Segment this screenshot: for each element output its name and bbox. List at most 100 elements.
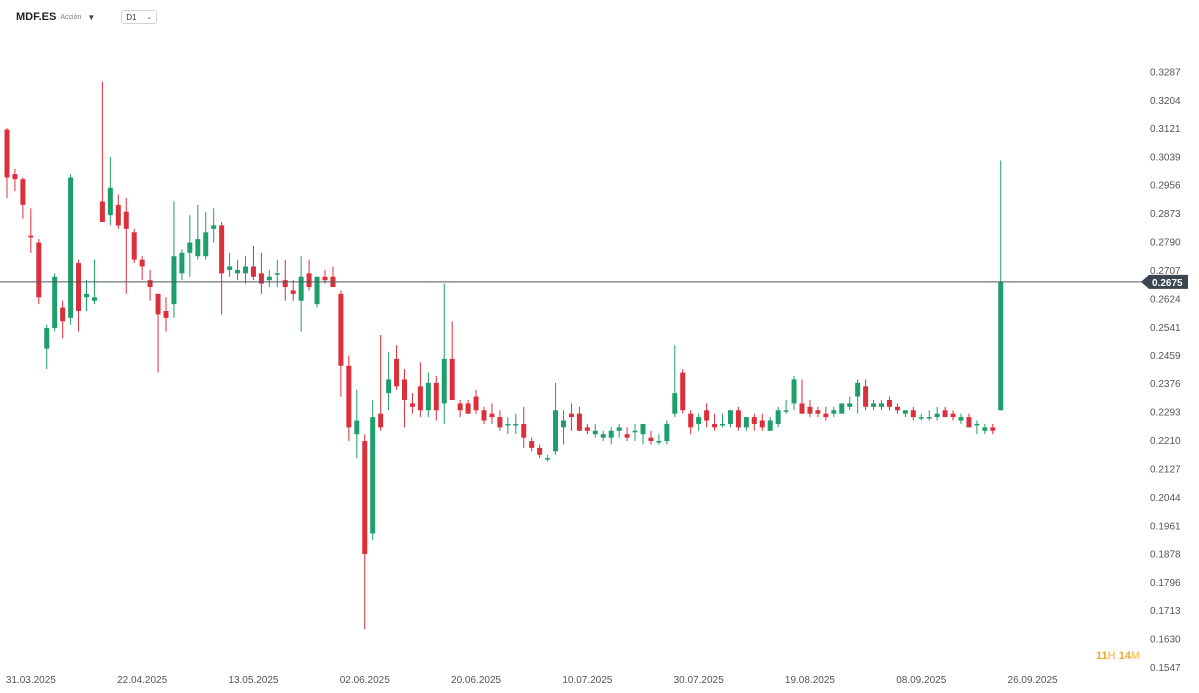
candle[interactable] [282,259,288,301]
candle[interactable] [76,259,82,332]
candle[interactable] [561,410,566,445]
candle[interactable] [123,198,129,294]
candle[interactable] [187,215,193,277]
candle[interactable] [584,423,590,435]
candle[interactable] [266,269,272,288]
candle[interactable] [799,379,805,414]
candle[interactable] [409,393,415,414]
candle[interactable] [505,417,511,435]
candle[interactable] [847,396,853,411]
candle[interactable] [465,399,471,414]
candle[interactable] [680,369,686,414]
candle[interactable] [696,413,702,431]
candle[interactable] [592,423,598,438]
candle[interactable] [855,379,861,414]
candle[interactable] [616,423,622,438]
candle[interactable] [425,372,431,418]
candle[interactable] [807,399,813,418]
candle[interactable] [155,293,161,373]
candle[interactable] [958,413,964,424]
candle[interactable] [839,403,845,414]
candle[interactable] [934,406,940,421]
candle[interactable] [998,160,1004,411]
candle[interactable] [203,211,209,260]
candle[interactable] [751,413,757,431]
candle[interactable] [767,417,773,431]
candle[interactable] [775,406,781,428]
candle[interactable] [250,245,256,281]
candle[interactable] [600,430,606,442]
candle[interactable] [632,423,638,442]
candle[interactable] [568,403,574,431]
candle[interactable] [330,266,336,288]
candle[interactable] [457,399,463,418]
candle[interactable] [481,406,487,424]
candle[interactable] [36,239,42,305]
candle[interactable] [12,168,18,192]
candle[interactable] [227,252,233,277]
symbol-selector[interactable]: MDF.ES [16,11,57,23]
candle[interactable] [863,379,869,411]
candle[interactable] [68,174,74,325]
candle[interactable] [243,256,248,284]
candle[interactable] [211,208,217,243]
candle[interactable] [402,369,407,428]
candle[interactable] [378,334,384,431]
candle[interactable] [115,194,121,229]
candle[interactable] [743,417,749,431]
candle[interactable] [656,434,662,445]
candle[interactable] [258,252,264,294]
candle[interactable] [370,399,376,541]
candle[interactable] [886,396,892,411]
candle[interactable] [521,406,527,448]
candle[interactable] [513,413,519,435]
candle[interactable] [354,389,360,459]
symbol-dropdown-icon[interactable]: ▼ [87,12,96,22]
candle[interactable] [735,406,741,431]
candle[interactable] [139,256,145,281]
candle[interactable] [831,406,837,418]
candle[interactable] [346,355,352,442]
candle[interactable] [131,228,137,264]
candle[interactable] [290,280,296,301]
candle[interactable] [553,382,559,455]
candle[interactable] [704,403,710,428]
candle[interactable] [394,345,400,390]
candle[interactable] [664,420,670,445]
candle[interactable] [640,423,646,445]
candle[interactable] [60,300,66,339]
candle[interactable] [433,376,439,421]
candle[interactable] [902,410,908,418]
candle[interactable] [823,406,829,421]
candle[interactable] [942,406,948,418]
candle[interactable] [712,413,718,431]
candle[interactable] [608,427,614,445]
candle[interactable] [84,280,89,311]
candle[interactable] [386,352,392,411]
candle[interactable] [871,399,877,411]
candle[interactable] [99,81,105,222]
candle[interactable] [44,324,50,370]
candle[interactable] [489,403,495,424]
candle[interactable] [815,406,821,418]
candle[interactable] [950,410,956,421]
candle[interactable] [322,269,328,284]
candle[interactable] [4,127,10,199]
candle[interactable] [362,434,368,630]
candle[interactable] [982,423,988,435]
candle[interactable] [314,276,320,308]
candle[interactable] [52,273,58,332]
candle[interactable] [688,410,694,435]
candle[interactable] [545,454,551,462]
candle[interactable] [537,444,543,459]
candle[interactable] [791,376,797,411]
candle[interactable] [195,204,201,260]
candle[interactable] [974,420,980,435]
candle[interactable] [783,399,789,414]
candle[interactable] [298,256,304,332]
candle[interactable] [910,406,916,421]
candle[interactable] [449,321,455,400]
candle[interactable] [235,259,241,281]
candle[interactable] [417,362,423,418]
